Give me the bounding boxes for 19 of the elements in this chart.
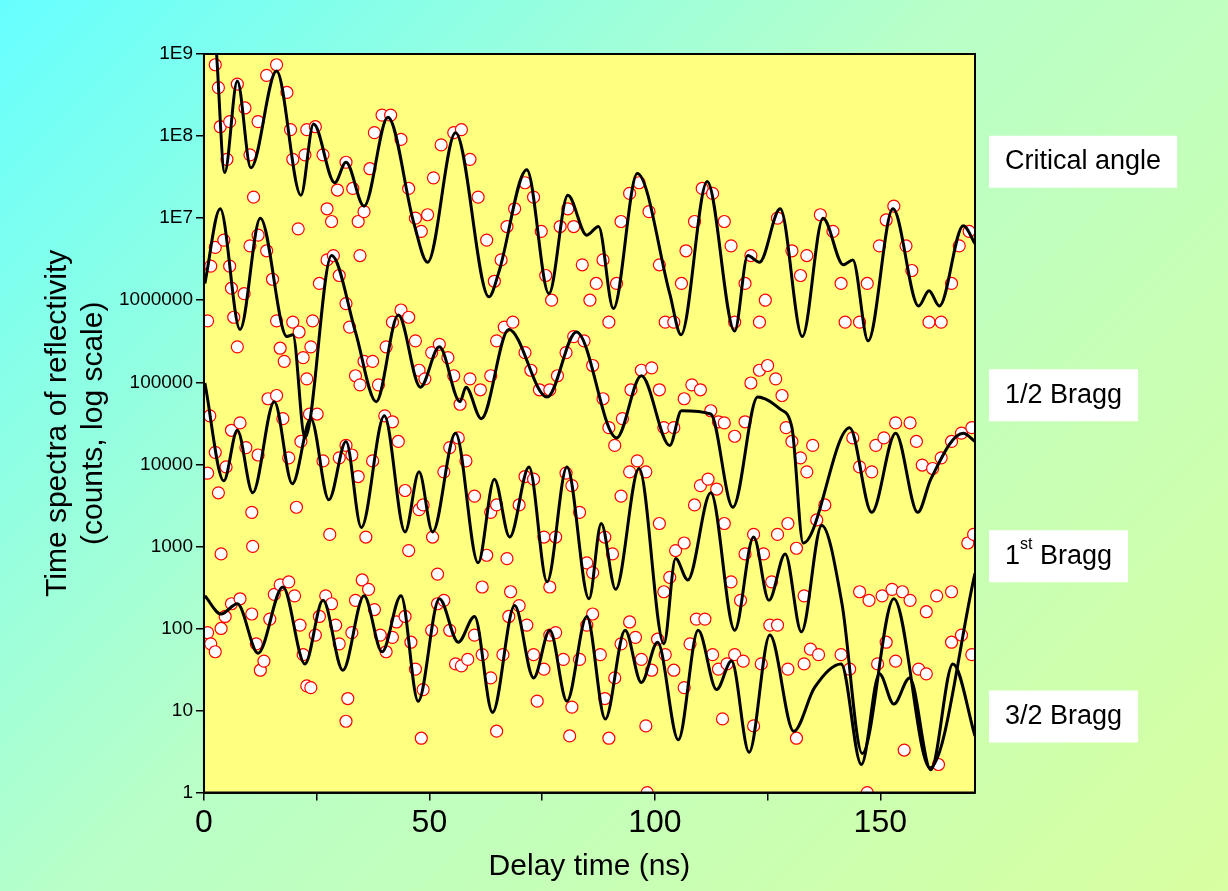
y-tick-label: 1E7 <box>159 206 193 228</box>
y-tick-label: 10000 <box>140 452 193 474</box>
series-label: 1/2 Bragg <box>1005 378 1123 409</box>
y-tick-label: 1000000 <box>119 288 193 310</box>
y-tick-label: 100 <box>161 616 193 638</box>
y-axis-title: Time spectra of reflectivity (counts, log scale) <box>39 249 109 597</box>
y-tick-label: 100000 <box>129 370 193 392</box>
y-tick-label: 1E8 <box>159 124 193 146</box>
y-tick-label: 1E9 <box>159 42 193 64</box>
x-axis-title: Delay time (ns) <box>488 848 691 882</box>
text: Critical angle <box>1005 145 1162 176</box>
x-tick-label: 0 <box>195 802 213 839</box>
series-label: 3/2 Bragg <box>1005 699 1123 730</box>
y-tick-label: 10 <box>171 698 193 720</box>
y-tick-label: 1 <box>182 780 193 802</box>
x-tick-label: 50 <box>411 802 448 839</box>
x-tick-label: 100 <box>628 802 682 839</box>
x-tick-label: 150 <box>853 802 908 839</box>
y-tick-label: 1000 <box>150 534 193 556</box>
